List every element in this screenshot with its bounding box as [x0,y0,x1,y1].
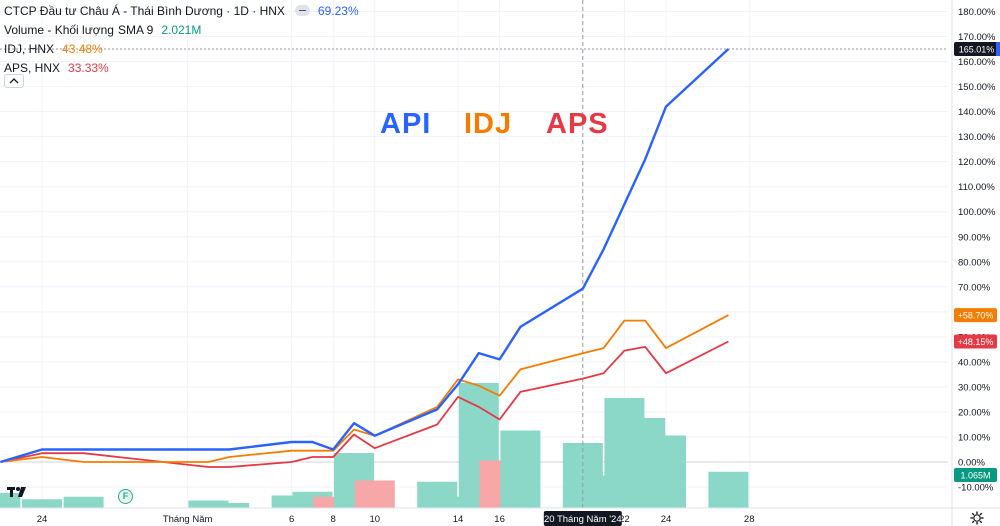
legend-idj[interactable]: IDJ, HNX 43.48% [4,42,359,55]
y-tick-label: 160.00% [958,57,996,68]
last-value-label-bg [954,468,997,482]
legend-aps[interactable]: APS, HNX 33.33% [4,61,359,74]
volume-sma: SMA 9 [117,22,154,37]
legend-volume[interactable]: Volume - Khối lượng SMA 9 2.021M [4,23,359,36]
big-label-idj: IDJ [464,108,513,140]
y-tick-label: 10.00% [958,432,991,443]
main-symbol-title: CTCP Đầu tư Châu Á - Thái Bình Dương · 1… [4,3,285,18]
y-tick-label: 40.00% [958,357,991,368]
volume-bar [209,503,250,508]
y-tick-label: -10.00% [958,483,994,494]
big-label-api: API [380,108,432,140]
last-value-label: +58.70% [958,311,994,321]
volume-bar [708,471,749,508]
volume-bar [313,496,354,508]
volume-bar [500,430,541,508]
big-label-aps: APS [546,108,609,140]
x-tick-label: 14 [453,514,464,525]
series-line-idj [0,314,729,463]
volume-bars [0,383,749,508]
legend: CTCP Đầu tư Châu Á - Thái Bình Dương · 1… [4,4,359,80]
last-value-label: 1.065M [960,471,990,481]
last-value-label: 165.01% [959,45,995,55]
volume-bar [438,496,478,508]
hide-icon[interactable] [294,5,310,16]
y-tick-label: 170.00% [958,32,996,43]
y-tick-label: 120.00% [958,157,996,168]
last-value-label: +48.15% [958,337,994,347]
series-lines [0,0,948,508]
last-value-label-bg [954,42,999,57]
y-tick-label: 180.00% [958,7,996,18]
y-tick-label: 110.00% [958,182,995,193]
x-tick-label: 6 [289,514,294,525]
idj-value: 43.48% [62,41,103,56]
api-marker [996,42,1000,57]
series-line-aps [0,340,729,468]
x-tick-label: 22 [619,514,630,525]
volume-bar [354,480,395,508]
volume-label: Volume - Khối lượng [4,22,114,37]
x-tick-label: 10 [370,514,381,525]
y-tick-label: 30.00% [958,382,991,393]
tradingview-logo-icon[interactable] [7,485,29,499]
volume-bar [63,496,104,508]
y-tick-label: 150.00% [958,82,996,93]
x-tick-label: 28 [744,514,755,525]
aps-label: APS, HNX [4,60,61,75]
x-tick-label: Tháng Năm [163,514,213,525]
x-tick-label: 8 [331,514,336,525]
gear-icon[interactable] [970,511,984,525]
financials-event-icon[interactable]: F [118,489,133,504]
legend-main[interactable]: CTCP Đầu tư Châu Á - Thái Bình Dương · 1… [4,4,359,17]
y-tick-label: 70.00% [958,282,991,293]
volume-value: 2.021M [161,22,202,37]
volume-bar [22,499,62,508]
price-labels: 165.01% +58.70% +48.15% 1.065M 20 Tháng Năm … [543,42,1000,526]
volume-bar [188,500,229,508]
y-tick-label: 80.00% [958,257,991,268]
aps-value: 33.33% [68,60,109,75]
y-tick-label: 90.00% [958,232,991,243]
last-value-label-bg [954,334,997,349]
last-value-label-bg [954,308,997,323]
x-tick-label: 16 [494,514,505,525]
y-tick-label: 140.00% [958,107,996,118]
y-tick-label: 100.00% [958,207,996,218]
volume-bar [646,435,686,508]
main-value: 69.23% [317,3,359,18]
crosshair-date-label: 20 Tháng Năm '24 [544,514,622,525]
x-tick-label: 24 [37,514,48,525]
volume-bar [0,493,21,508]
chevron-up-icon [9,78,19,84]
series-line-api [0,48,730,464]
crosshair-date-bg [543,511,622,526]
y-tick-label: 20.00% [958,407,991,418]
x-tick-label: 24 [661,514,672,525]
y-tick-label: 130.00% [958,132,996,143]
idj-label: IDJ, HNX [4,41,55,56]
collapse-legend-button[interactable] [4,74,24,88]
y-tick-label: 0.00% [958,458,985,469]
